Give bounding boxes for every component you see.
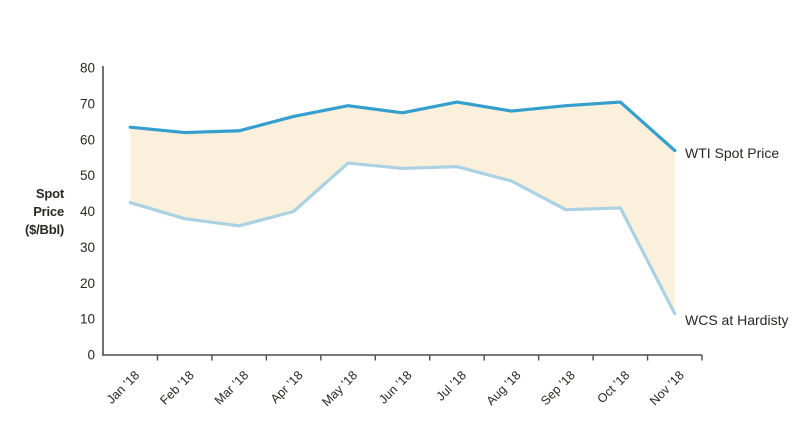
- x-category-label: Aug ’18: [484, 368, 524, 408]
- x-category-label: Nov ’18: [647, 368, 687, 408]
- y-axis-title: Spot Price ($/Bbl): [0, 185, 64, 239]
- y-tick-label-80: 80: [80, 61, 95, 76]
- price-differential-band: [130, 102, 675, 314]
- x-category-label: May ’18: [319, 368, 360, 409]
- y-tick-label-40: 40: [80, 204, 95, 219]
- wcs-at-hardisty-line: [128, 161, 677, 316]
- series-label-wcs-at-hardisty: WCS at Hardisty: [685, 312, 789, 328]
- x-category-label: Apr ’18: [268, 368, 306, 406]
- x-category-label: Jun ’18: [376, 368, 414, 406]
- x-category-label: Oct ’18: [595, 368, 633, 406]
- y-tick-label-20: 20: [80, 276, 95, 291]
- y-axis-title-line: Price: [33, 204, 64, 219]
- wti-spot-price-line: [128, 100, 677, 153]
- x-category-label: Jul ’18: [434, 368, 469, 403]
- y-tick-label-10: 10: [80, 312, 95, 327]
- x-category-label: Mar ’18: [212, 368, 251, 407]
- y-tick-label-50: 50: [80, 168, 95, 183]
- y-axis-title-line: ($/Bbl): [24, 222, 64, 237]
- y-tick-label-60: 60: [80, 132, 95, 147]
- y-tick-label-70: 70: [80, 96, 95, 111]
- x-category-label: Sep ’18: [538, 368, 578, 408]
- x-category-label: Jan ’18: [104, 368, 142, 406]
- y-axis-title-line: Spot: [35, 186, 64, 201]
- y-tick-label-30: 30: [80, 240, 95, 255]
- x-category-label: Feb ’18: [157, 368, 196, 407]
- y-tick-label-0: 0: [87, 348, 95, 363]
- series-label-wti-spot-price: WTI Spot Price: [685, 145, 780, 161]
